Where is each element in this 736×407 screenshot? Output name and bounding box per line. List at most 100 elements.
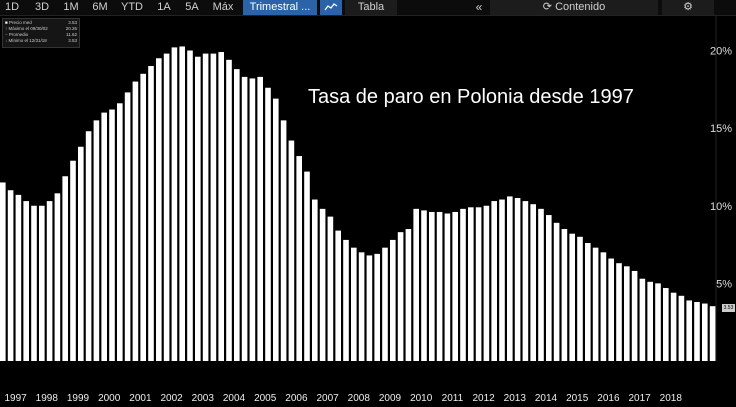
bar xyxy=(678,295,685,361)
bar xyxy=(132,81,139,362)
bar xyxy=(124,92,131,361)
bar xyxy=(468,207,474,361)
bar xyxy=(39,205,45,361)
bar xyxy=(109,109,115,362)
range-5a-button[interactable]: 5A xyxy=(185,1,199,13)
bar xyxy=(85,131,92,361)
toolbar: 1D 3D 1M 6M YTD 1A 5A Máx Trimestral ...… xyxy=(0,0,736,16)
x-tick-label: 2018 xyxy=(660,393,683,404)
x-tick-label: 2012 xyxy=(472,393,495,404)
range-1a-button[interactable]: 1A xyxy=(157,1,171,13)
bar xyxy=(702,303,708,361)
x-tick-label: 2011 xyxy=(442,393,464,404)
bar xyxy=(46,201,53,361)
x-tick-label: 2002 xyxy=(160,393,183,404)
bar xyxy=(608,258,614,361)
content-label: Contenido xyxy=(555,1,606,13)
x-tick-label: 2000 xyxy=(98,393,121,404)
bar xyxy=(483,205,490,361)
bar xyxy=(452,211,458,361)
y-tick-label: 10% xyxy=(710,201,732,213)
bar xyxy=(202,53,209,361)
bar xyxy=(163,53,170,361)
range-1d-button[interactable]: 1D xyxy=(4,1,20,13)
bar xyxy=(241,76,248,361)
x-tick-label: 1997 xyxy=(4,393,27,404)
legend-row: − Promedio 11.62 xyxy=(5,32,77,37)
table-button[interactable]: Tabla xyxy=(345,0,397,15)
bar xyxy=(436,211,443,361)
gear-icon[interactable]: ⚙ xyxy=(662,0,714,15)
bar xyxy=(670,292,677,361)
last-value-badge: 3.53 xyxy=(722,304,735,312)
range-max-button[interactable]: Máx xyxy=(212,1,234,13)
x-tick-label: 2006 xyxy=(285,393,308,404)
x-tick-label: 2009 xyxy=(379,393,402,404)
legend-row: ↑ Máximo el 09/30/02 20.26 xyxy=(5,26,77,31)
y-tick-label: 5% xyxy=(716,278,732,290)
range-6m-button[interactable]: 6M xyxy=(92,1,108,13)
x-tick-label: 2005 xyxy=(254,393,277,404)
line-chart-icon[interactable] xyxy=(320,0,342,15)
bar xyxy=(195,56,201,362)
bar xyxy=(538,208,544,361)
bar xyxy=(569,233,575,361)
bar xyxy=(686,300,692,361)
x-tick-label: 2004 xyxy=(223,393,246,404)
bar xyxy=(78,146,84,361)
bar xyxy=(530,204,536,361)
bar xyxy=(655,283,661,361)
content-button[interactable]: ⟳ Contenido xyxy=(490,0,658,15)
x-tick-label: 2015 xyxy=(566,393,589,404)
bar xyxy=(499,199,505,361)
bar xyxy=(475,207,482,361)
bar xyxy=(140,73,146,361)
bar xyxy=(288,140,295,361)
legend-row: ↓ Mínimo el 12/31/18 3.53 xyxy=(5,38,77,43)
bar xyxy=(616,263,622,361)
bar xyxy=(429,211,435,361)
bar xyxy=(585,243,591,361)
bar xyxy=(249,78,256,361)
y-tick-label: 15% xyxy=(710,123,732,135)
bar xyxy=(312,199,318,361)
bar xyxy=(444,213,451,361)
bar xyxy=(390,239,396,361)
bar xyxy=(546,215,552,361)
bar xyxy=(397,232,404,361)
bar xyxy=(179,46,185,361)
x-tick-label: 2013 xyxy=(504,393,527,404)
bar xyxy=(54,193,61,361)
bar xyxy=(101,112,107,361)
bar xyxy=(257,76,263,361)
x-tick-label: 2010 xyxy=(410,393,433,404)
refresh-icon: ⟳ xyxy=(542,1,552,13)
bar xyxy=(327,216,334,361)
x-tick-label: 2001 xyxy=(129,393,152,404)
range-ytd-button[interactable]: YTD xyxy=(121,1,143,13)
bar xyxy=(358,252,365,361)
legend-row: ■ Precio med 3.53 xyxy=(5,20,77,25)
bar xyxy=(577,236,583,361)
chart-title: Tasa de paro en Polonia desde 1997 xyxy=(308,86,634,108)
bar xyxy=(0,182,6,361)
bar xyxy=(148,66,154,362)
collapse-left-icon[interactable]: « xyxy=(475,0,483,14)
bar xyxy=(639,278,646,361)
bar xyxy=(31,205,37,361)
bar xyxy=(210,53,217,361)
bar xyxy=(296,156,302,361)
range-3d-button[interactable]: 3D xyxy=(34,1,50,13)
bar xyxy=(304,171,310,361)
range-1m-button[interactable]: 1M xyxy=(63,1,79,13)
bar xyxy=(374,253,380,361)
x-tick-label: 1998 xyxy=(36,393,59,404)
bar xyxy=(156,58,162,361)
x-tick-label: 2017 xyxy=(628,393,651,404)
bar xyxy=(592,247,599,361)
bar xyxy=(23,201,29,361)
bar-chart: 5% 10% 15% 20% 1997 1998 1999 2000 2001 2002 2003 2… xyxy=(0,16,732,404)
frequency-dropdown[interactable]: Trimestral ... xyxy=(243,0,317,15)
bar xyxy=(218,52,224,362)
bar xyxy=(319,208,326,361)
